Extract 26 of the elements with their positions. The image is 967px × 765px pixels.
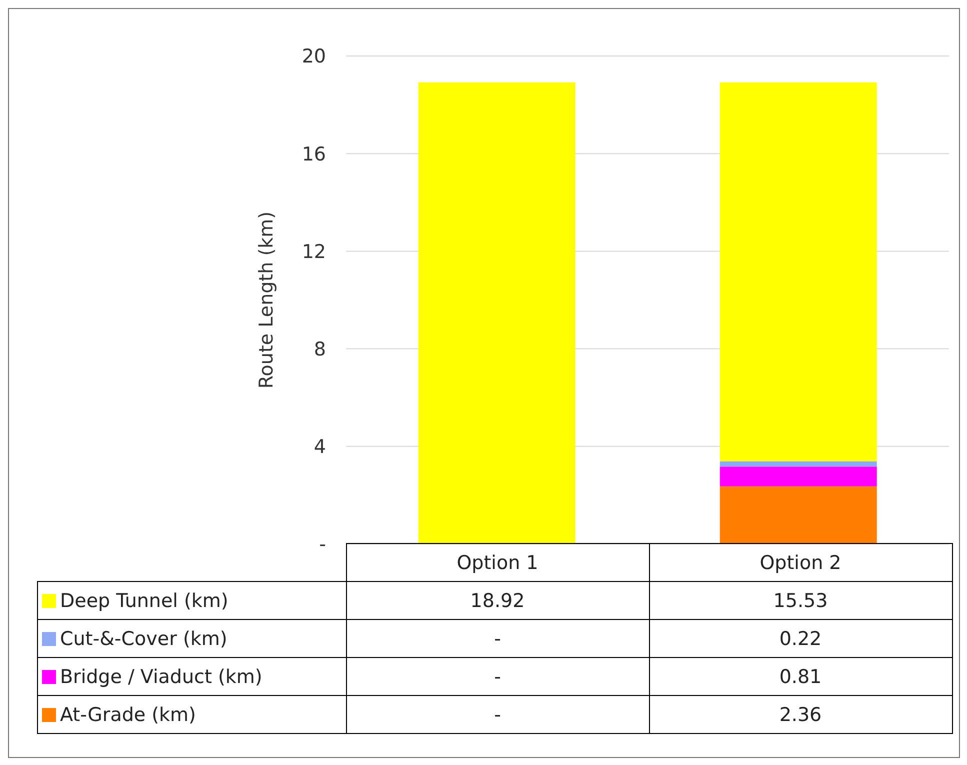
y-tick-label: 20 bbox=[302, 46, 326, 68]
data-label: 18.92 bbox=[346, 582, 649, 620]
bar bbox=[720, 82, 877, 462]
bar bbox=[720, 466, 877, 486]
legend-label: Bridge / Viaduct (km) bbox=[60, 666, 262, 688]
legend-label: Cut-&-Cover (km) bbox=[60, 628, 228, 650]
y-tick-label: 4 bbox=[314, 436, 326, 458]
data-label: 0.22 bbox=[649, 620, 952, 658]
bar bbox=[720, 461, 877, 467]
y-axis-title: Route Length (km) bbox=[256, 211, 278, 389]
data-label: 15.53 bbox=[649, 582, 952, 620]
legend-label: Deep Tunnel (km) bbox=[60, 590, 228, 612]
y-tick-label: - bbox=[319, 534, 326, 556]
x-tick-label: Option 2 bbox=[649, 544, 952, 582]
data-label: 0.81 bbox=[649, 658, 952, 696]
legend-label: At-Grade (km) bbox=[60, 704, 196, 726]
y-tick-label: 12 bbox=[302, 240, 326, 263]
y-tick-label: 16 bbox=[302, 143, 326, 166]
y-tick-label: 8 bbox=[314, 338, 326, 361]
data-label: - bbox=[346, 658, 649, 696]
data-label: 2.36 bbox=[649, 696, 952, 734]
x-tick-label: Option 1 bbox=[346, 544, 649, 582]
data-label: - bbox=[346, 696, 649, 734]
data-label: - bbox=[346, 620, 649, 658]
bar bbox=[720, 486, 877, 544]
bar bbox=[418, 82, 576, 544]
